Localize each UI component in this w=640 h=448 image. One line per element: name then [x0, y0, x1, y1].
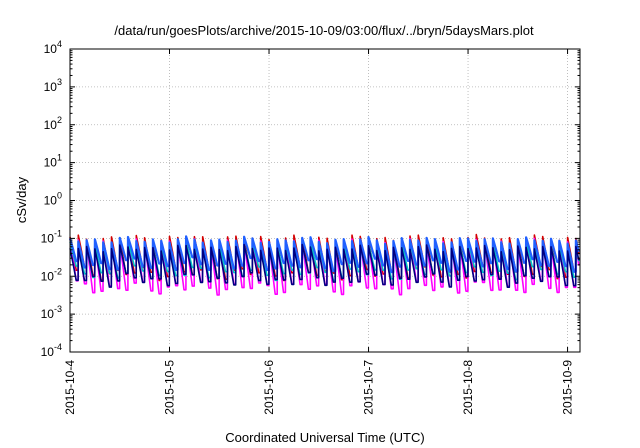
grid	[70, 49, 580, 352]
x-tick-label: 2015-10-5	[163, 360, 177, 415]
chart-title: /data/run/goesPlots/archive/2015-10-09/0…	[114, 23, 534, 38]
x-tick-label: 2015-10-7	[362, 360, 376, 415]
x-tick-label: 2015-10-9	[561, 360, 575, 415]
y-tick-label: 102	[44, 115, 62, 132]
y-tick-label: 10-1	[41, 228, 62, 245]
y-tick-label: 100	[44, 191, 62, 208]
series-line	[68, 235, 580, 274]
x-axis: 2015-10-4 2015-10-5 2015-10-6 2015-10-7 2015…	[63, 49, 575, 415]
y-tick-label: 103	[44, 77, 62, 94]
y-tick-label: 10-3	[41, 304, 62, 321]
y-tick-label: 10-4	[41, 342, 62, 359]
series-line	[69, 243, 580, 288]
y-tick-label: 10-2	[41, 266, 62, 283]
y-axis-label: cSv/day	[14, 176, 29, 223]
x-axis-label: Coordinated Universal Time (UTC)	[225, 430, 424, 445]
y-tick-label: 101	[44, 153, 62, 170]
series-lines	[68, 233, 580, 296]
x-tick-label: 2015-10-4	[63, 360, 77, 415]
x-tick-label: 2015-10-6	[262, 360, 276, 415]
y-tick-label: 104	[44, 39, 62, 56]
x-tick-label: 2015-10-8	[461, 360, 475, 415]
